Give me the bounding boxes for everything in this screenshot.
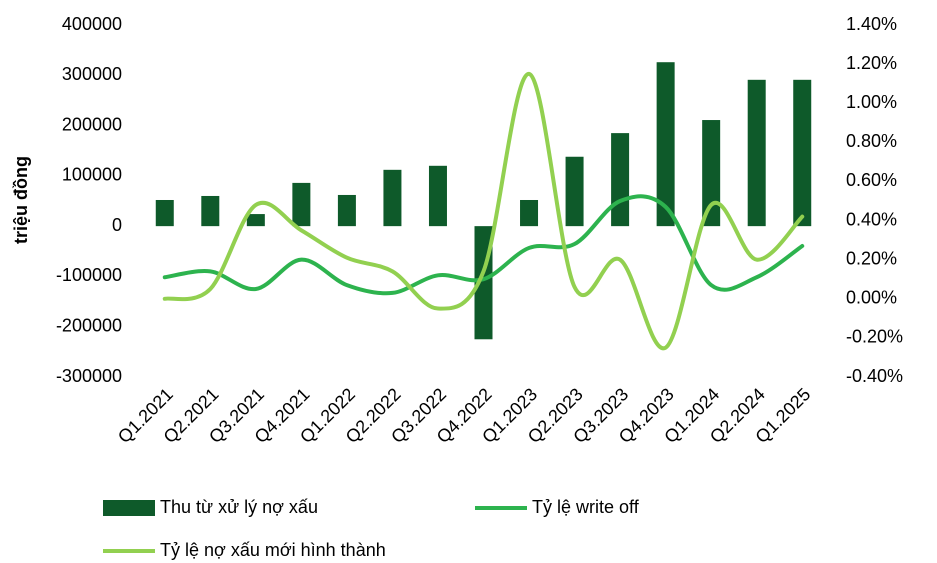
line — [162, 194, 805, 296]
bar — [292, 182, 311, 227]
bar — [428, 165, 447, 227]
y2-tick-label: 0.00% — [846, 288, 897, 308]
bar — [702, 120, 721, 227]
bar — [520, 199, 539, 227]
legend-swatch — [103, 500, 155, 516]
legend-label: Tỷ lệ nợ xấu mới hình thành — [160, 540, 386, 560]
y-tick-label: 300000 — [62, 64, 122, 84]
bar — [747, 79, 766, 227]
bar — [611, 133, 630, 227]
legend-label: Thu từ xử lý nợ xấu — [160, 497, 318, 517]
y2-tick-label: 0.60% — [846, 170, 897, 190]
legend-label: Tỷ lệ write off — [532, 497, 640, 517]
y2-tick-label: 0.80% — [846, 131, 897, 151]
y-tick-label: -200000 — [56, 315, 122, 335]
y2-tick-label: 1.00% — [846, 92, 897, 112]
y-tick-label: 100000 — [62, 165, 122, 185]
bar — [793, 79, 812, 227]
bar — [246, 214, 265, 227]
y2-tick-label: 1.40% — [846, 14, 897, 34]
line — [162, 71, 805, 351]
y2-tick-label: 1.20% — [846, 53, 897, 73]
y-axis-label: triệu đồng — [11, 156, 31, 244]
y2-tick-label: -0.40% — [846, 366, 903, 386]
y2-tick-label: 0.20% — [846, 248, 897, 268]
bar — [656, 62, 675, 227]
bar — [155, 199, 174, 227]
bar — [383, 169, 402, 227]
y-tick-label: -100000 — [56, 265, 122, 285]
y-tick-label: 200000 — [62, 114, 122, 134]
bar — [201, 195, 220, 227]
y-tick-label: 400000 — [62, 14, 122, 34]
y2-tick-label: -0.20% — [846, 327, 903, 347]
y2-tick-label: 0.40% — [846, 209, 897, 229]
bar — [337, 194, 356, 227]
y-tick-label: -300000 — [56, 366, 122, 386]
y-tick-label: 0 — [112, 215, 122, 235]
bar — [565, 156, 584, 227]
